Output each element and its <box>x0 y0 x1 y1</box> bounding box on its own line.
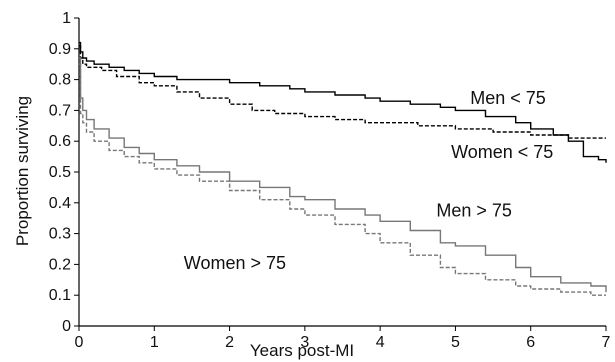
series-label-women-75-1: Women < 75 <box>451 142 553 162</box>
series-layer <box>79 41 607 296</box>
y-tick-label: 0 <box>62 318 71 335</box>
series-line-men-75-2 <box>79 57 607 293</box>
y-tick-label: 0.8 <box>49 72 71 89</box>
y-tick-label: 1 <box>62 10 71 27</box>
x-tick-label: 0 <box>75 334 84 351</box>
y-axis-title: Proportion surviving <box>13 96 32 246</box>
y-tick-label: 0.2 <box>49 256 71 273</box>
x-axis-ticks: 0 1 2 3 4 5 6 7 <box>75 326 611 351</box>
axes <box>78 18 606 327</box>
x-tick-label: 2 <box>225 334 234 351</box>
y-tick-label: 0.4 <box>49 195 71 212</box>
y-tick-label: 0.6 <box>49 133 71 150</box>
x-tick-label: 1 <box>150 334 159 351</box>
y-tick-label: 0.1 <box>49 287 71 304</box>
series-label-women-75-3: Women > 75 <box>184 253 286 273</box>
x-tick-label: 4 <box>376 334 385 351</box>
x-tick-label: 5 <box>451 334 460 351</box>
y-tick-label: 0.3 <box>49 226 71 243</box>
y-axis-ticks: 0 0.1 0.2 0.3 0.4 0.5 0.6 0.7 0.8 0.9 1 <box>49 10 79 335</box>
y-tick-label: 0.7 <box>49 102 71 119</box>
series-line-men-75-0 <box>79 41 607 163</box>
x-tick-label: 6 <box>526 334 535 351</box>
series-line-women-75-3 <box>79 63 606 296</box>
y-tick-label: 0.5 <box>49 164 71 181</box>
series-label-men-75-2: Men > 75 <box>436 201 512 221</box>
x-axis-title: Years post-MI <box>250 341 354 360</box>
y-tick-label: 0.9 <box>49 41 71 58</box>
x-tick-label: 7 <box>602 334 611 351</box>
series-line-women-75-1 <box>79 45 606 139</box>
series-label-layer: Men < 75 Women < 75 Men > 75 Women > 75 <box>184 88 553 273</box>
series-label-men-75-0: Men < 75 <box>470 88 546 108</box>
x-tick-label: 3 <box>300 334 309 351</box>
